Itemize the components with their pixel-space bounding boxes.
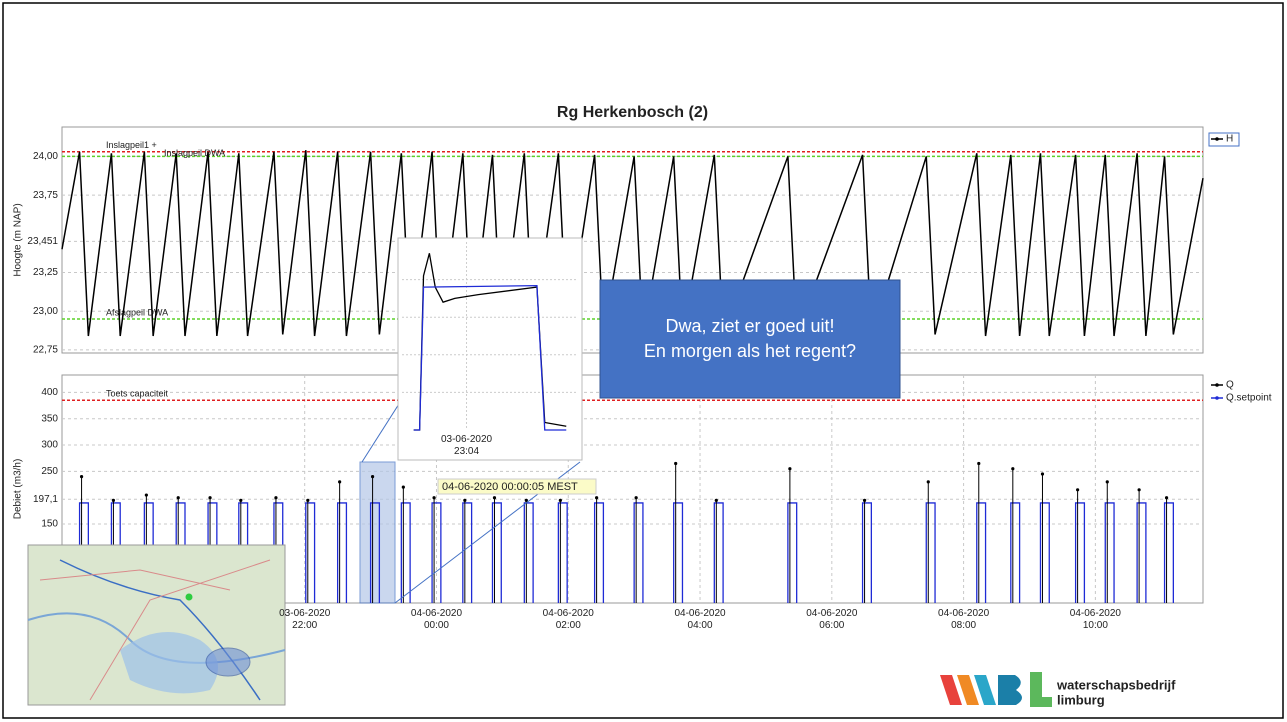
legend-label: Q	[1226, 380, 1234, 391]
x-tick-label: 04-06-2020 04:00	[674, 608, 725, 632]
y-axis-label: Debiet (m3/h)	[13, 459, 24, 520]
q-point	[432, 496, 435, 499]
y-tick-label: 22,75	[33, 345, 58, 356]
x-tick-label: 04-06-2020 08:00	[938, 608, 989, 632]
q-point	[1011, 467, 1014, 470]
q-point	[80, 475, 83, 478]
reference-label: Toets capaciteit	[106, 389, 169, 399]
x-tick-label: 04-06-2020 06:00	[806, 608, 857, 632]
q-point	[493, 496, 496, 499]
q-point	[306, 499, 309, 502]
y-tick-label: 23,25	[33, 267, 58, 278]
y-tick-label: 23,451	[27, 236, 58, 247]
q-point	[863, 499, 866, 502]
y-axis-label: Hoogte (m NAP)	[13, 203, 24, 276]
q-point	[463, 499, 466, 502]
x-tick-label: 04-06-2020 00:00	[411, 608, 462, 632]
q-point	[927, 480, 930, 483]
reference-label: Inslagpeil DWA	[164, 148, 225, 158]
q-point	[1138, 488, 1141, 491]
x-tick-label: 03-06-2020 22:00	[279, 608, 330, 632]
q-point	[177, 496, 180, 499]
chart-title: Rg Herkenbosch (2)	[557, 104, 708, 121]
q-point	[595, 496, 598, 499]
y-tick-label: 24,00	[33, 151, 58, 162]
q-point	[239, 499, 242, 502]
y-tick-label: 23,00	[33, 306, 58, 317]
y-tick-label: 250	[41, 466, 58, 477]
y-tick-label: 350	[41, 413, 58, 424]
legend-label: Q.setpoint	[1226, 393, 1272, 404]
highlight	[360, 462, 395, 603]
tooltip: 04-06-2020 00:00:05 MEST	[442, 481, 578, 493]
x-tick-label: 04-06-2020 10:00	[1070, 608, 1121, 632]
logo: waterschapsbedrijf limburg	[940, 672, 1176, 707]
q-point	[1106, 480, 1109, 483]
y-tick-label: 300	[41, 440, 58, 451]
legend-swatch	[1215, 137, 1219, 141]
q-point	[1165, 496, 1168, 499]
q-point	[338, 480, 341, 483]
x-tick-label: 03-06-2020 23:04	[441, 434, 492, 458]
x-tick-label: 04-06-2020 02:00	[543, 608, 594, 632]
q-point	[112, 499, 115, 502]
q-point	[274, 496, 277, 499]
q-point	[977, 462, 980, 465]
inset-frame	[398, 238, 582, 460]
q-point	[371, 475, 374, 478]
slide: Rg Herkenbosch (2) Hoogte (m NAP) 22,75 23,…	[0, 0, 1287, 722]
q-point	[1076, 488, 1079, 491]
map	[28, 545, 285, 705]
q-point	[788, 467, 791, 470]
q-point	[635, 496, 638, 499]
q-point	[145, 493, 148, 496]
y-tick-label: 23,75	[33, 190, 58, 201]
callout-text: En morgen als het regent?	[644, 341, 856, 361]
q-point	[1041, 472, 1044, 475]
q-point	[208, 496, 211, 499]
y-tick-label: 197,1	[33, 494, 58, 505]
callout-text: Dwa, ziet er goed uit!	[665, 316, 834, 336]
legend-swatch	[1215, 396, 1219, 400]
q-point	[674, 462, 677, 465]
legend-label: H	[1226, 134, 1233, 145]
legend-swatch	[1215, 383, 1219, 387]
logo-text: waterschapsbedrijf	[1056, 677, 1176, 692]
reference-label: Afslagpeil DWA	[106, 307, 168, 317]
q-point	[559, 499, 562, 502]
q-point	[715, 499, 718, 502]
reference-label: Inslagpeil1 +	[106, 140, 157, 150]
callout-box	[600, 280, 900, 398]
y-tick-label: 400	[41, 387, 58, 398]
q-point	[402, 486, 405, 489]
logo-text: limburg	[1057, 692, 1105, 707]
y-tick-label: 150	[41, 519, 58, 530]
